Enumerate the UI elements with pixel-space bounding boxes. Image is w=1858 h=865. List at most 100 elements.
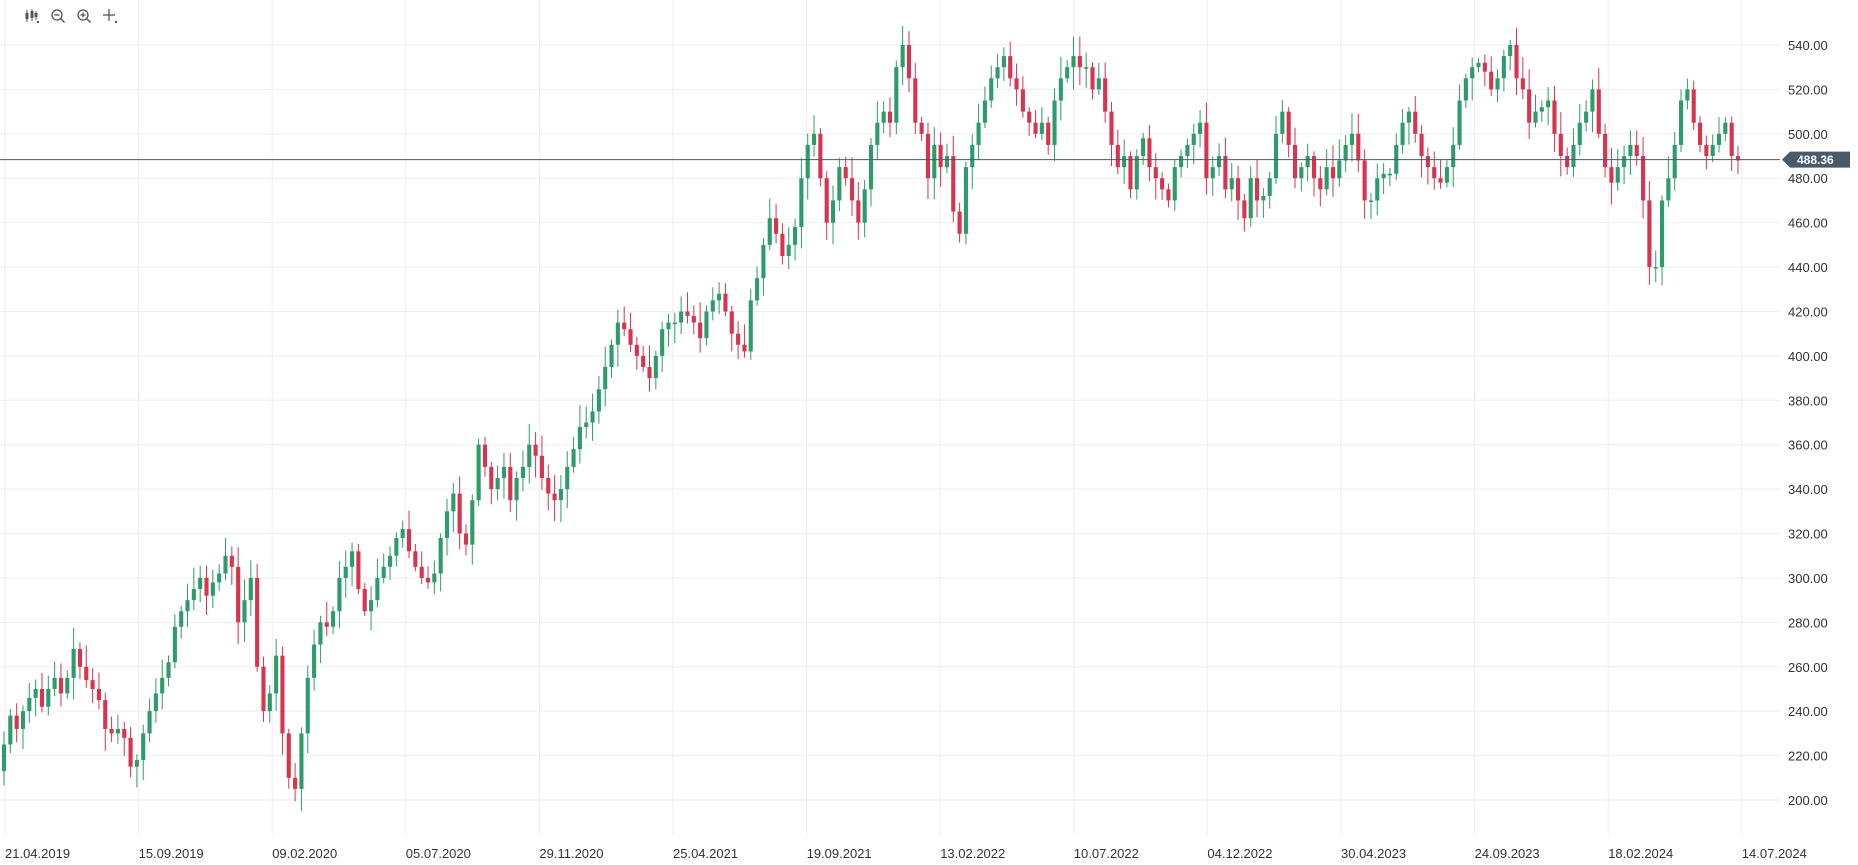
candle xyxy=(1508,40,1513,71)
candle xyxy=(179,605,184,639)
candle xyxy=(46,675,51,716)
candle-body xyxy=(1172,167,1177,201)
candle xyxy=(1356,113,1361,173)
candle-body xyxy=(1096,78,1101,90)
candle-body xyxy=(1027,111,1032,123)
candle xyxy=(1014,63,1019,106)
candle-body xyxy=(1033,122,1038,134)
candle-body xyxy=(710,300,715,312)
candle xyxy=(653,350,658,390)
candle-body xyxy=(584,422,589,427)
candle xyxy=(539,435,544,490)
candle-body xyxy=(1223,156,1228,190)
candle-body xyxy=(318,622,323,645)
candle-body xyxy=(1242,200,1247,219)
candle xyxy=(533,432,538,478)
candle xyxy=(77,642,82,680)
candle-body xyxy=(444,511,450,538)
candle xyxy=(1223,137,1228,199)
candle-body xyxy=(1457,100,1462,145)
candle xyxy=(1685,78,1690,110)
candles-type-button[interactable] xyxy=(22,6,42,26)
candle xyxy=(362,583,367,617)
candle xyxy=(318,615,323,664)
candle xyxy=(1248,166,1253,227)
candle-body xyxy=(672,322,677,325)
x-tick-label: 18.02.2024 xyxy=(1608,846,1673,861)
candle xyxy=(1457,84,1462,150)
candle-body xyxy=(1280,111,1285,134)
candle-body xyxy=(805,144,810,179)
candle-body xyxy=(603,366,608,390)
candle-body xyxy=(27,697,32,712)
candle xyxy=(1697,115,1703,153)
candles-type-icon xyxy=(25,9,39,23)
candle xyxy=(280,646,285,755)
zoom-out-button[interactable] xyxy=(48,6,68,26)
candle xyxy=(96,672,101,710)
candle xyxy=(387,546,393,580)
candle-body xyxy=(1406,111,1411,123)
candle xyxy=(761,238,766,296)
candle xyxy=(1463,73,1468,109)
candle xyxy=(799,158,804,249)
candle xyxy=(115,714,120,744)
candle xyxy=(103,692,108,751)
candle xyxy=(1254,159,1260,218)
candle-body xyxy=(919,122,924,134)
x-tick-label: 30.04.2023 xyxy=(1341,846,1406,861)
candle xyxy=(1672,132,1677,191)
candle-body xyxy=(153,693,158,712)
candle xyxy=(134,754,139,788)
candle-body xyxy=(236,566,241,623)
candle xyxy=(1065,59,1070,83)
candle-body xyxy=(1375,178,1380,201)
candle-body xyxy=(666,322,671,330)
candle-body xyxy=(868,144,874,190)
candle-body xyxy=(1122,156,1127,168)
candle xyxy=(1451,127,1456,188)
candle xyxy=(1305,143,1310,182)
candle-body xyxy=(1008,56,1013,79)
candle-body xyxy=(1356,133,1361,161)
candle xyxy=(729,305,734,352)
candle-body xyxy=(704,311,709,339)
x-tick-label: 15.09.2019 xyxy=(139,846,204,861)
candle-body xyxy=(1292,144,1298,179)
candle xyxy=(1362,149,1367,219)
candle xyxy=(887,97,893,138)
candle xyxy=(622,306,627,337)
candle-body xyxy=(1254,178,1260,201)
candle-body xyxy=(1014,78,1019,90)
candle-body xyxy=(394,537,399,556)
candle xyxy=(811,115,817,157)
candle-body xyxy=(109,728,114,734)
candle xyxy=(742,324,747,358)
candle xyxy=(710,287,715,321)
candle-body xyxy=(1596,89,1601,134)
candle xyxy=(596,375,601,424)
candle-body xyxy=(963,167,968,234)
candle-body xyxy=(1615,167,1620,183)
candle-body xyxy=(900,45,905,68)
candle-body xyxy=(748,300,753,352)
candle-body xyxy=(1470,67,1475,79)
candle xyxy=(1286,107,1291,158)
y-tick-label: 400.00 xyxy=(1788,349,1828,364)
candle xyxy=(736,321,741,360)
candle-body xyxy=(1584,111,1589,123)
crosshair-button[interactable] xyxy=(100,6,120,26)
candle xyxy=(913,63,918,134)
candle xyxy=(723,283,728,317)
candle xyxy=(717,282,722,314)
candle-body xyxy=(843,167,848,179)
candle xyxy=(1546,87,1551,126)
candle-body xyxy=(957,211,962,234)
candle xyxy=(1172,160,1177,211)
chart-toolbar xyxy=(22,6,120,26)
candle xyxy=(1191,123,1196,164)
candle-body xyxy=(1324,167,1329,190)
candle-body xyxy=(470,500,475,545)
zoom-in-button[interactable] xyxy=(74,6,94,26)
